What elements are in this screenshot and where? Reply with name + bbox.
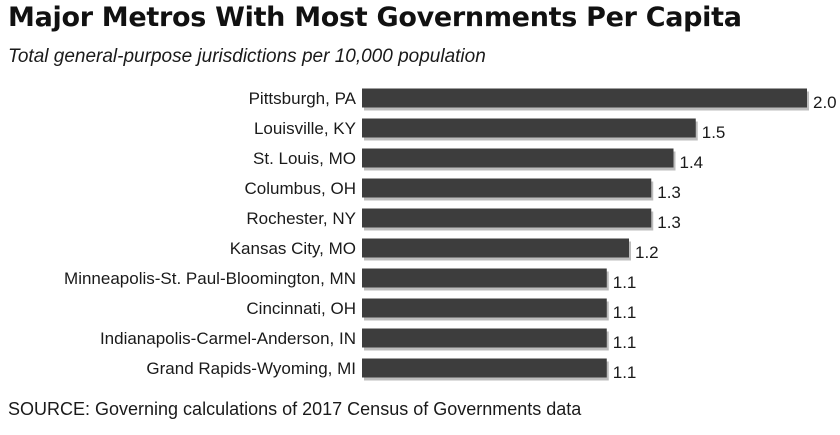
bar-row: Kansas City, MO 1.2 [230,238,659,262]
category-label: Columbus, OH [245,179,356,198]
value-label: 2.0 [813,93,837,112]
chart-subtitle: Total general-purpose jurisdictions per … [8,46,486,67]
value-label: 1.1 [613,303,637,322]
bar-row: Rochester, NY 1.3 [246,208,681,232]
category-label: Cincinnati, OH [246,299,356,318]
category-label: Grand Rapids-Wyoming, MI [146,359,356,378]
category-label: Minneapolis-St. Paul-Bloomington, MN [64,269,356,288]
bar-row: Pittsburgh, PA 2.0 [249,88,837,112]
category-label: Rochester, NY [246,209,356,228]
bar-row: Louisville, KY 1.5 [254,118,726,142]
bar-row: Grand Rapids-Wyoming, MI 1.1 [146,358,637,382]
value-label: 1.2 [635,243,659,262]
bar [362,208,652,228]
bar [362,358,607,378]
bar-row: Columbus, OH 1.3 [245,178,681,202]
bar [362,238,629,258]
bar [362,148,674,168]
bar-chart: Pittsburgh, PA 2.0 Louisville, KY 1.5 St. Lo… [64,88,837,382]
value-label: 1.5 [702,123,726,142]
bar [362,268,607,288]
bar-row: Cincinnati, OH 1.1 [246,298,637,322]
bar [362,118,696,138]
bar-row: Indianapolis-Carmel-Anderson, IN 1.1 [100,328,637,352]
value-label: 1.1 [613,363,637,382]
bar-row: St. Louis, MO 1.4 [253,148,704,172]
category-label: Kansas City, MO [230,239,356,258]
bar-row: Minneapolis-St. Paul-Bloomington, MN 1.1 [64,268,637,292]
bar [362,88,807,108]
bar [362,298,607,318]
category-label: St. Louis, MO [253,149,356,168]
bar [362,178,652,198]
value-label: 1.4 [680,153,704,172]
chart-title: Major Metros With Most Governments Per C… [8,2,742,33]
category-label: Louisville, KY [254,119,356,138]
source-note: SOURCE: Governing calculations of 2017 C… [8,399,582,419]
bar [362,328,607,348]
value-label: 1.1 [613,333,637,352]
category-label: Pittsburgh, PA [249,89,357,108]
value-label: 1.3 [657,183,681,202]
value-label: 1.1 [613,273,637,292]
value-label: 1.3 [657,213,681,232]
category-label: Indianapolis-Carmel-Anderson, IN [100,329,356,348]
